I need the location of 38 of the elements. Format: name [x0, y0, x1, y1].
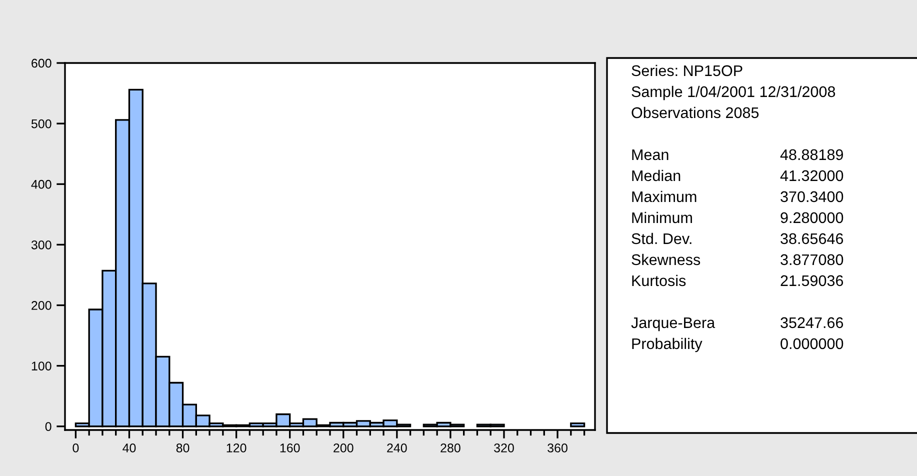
x-tick-label: 240: [387, 444, 407, 452]
text: Median: [632, 170, 680, 182]
text: 370.3400: [780, 191, 844, 202]
text: Observations 2085: [632, 106, 759, 118]
y-tick-label: 600: [32, 58, 52, 68]
text: Skewness: [632, 254, 700, 266]
text: 9.280000: [780, 212, 844, 224]
x-tick-label: 160: [280, 444, 300, 452]
x-tick-label: 0: [72, 444, 79, 452]
text: Maximum: [632, 190, 696, 202]
x-tick-label: 360: [548, 444, 568, 452]
text: Std. Dev.: [632, 232, 692, 244]
text: Series: NP15OP: [632, 64, 742, 76]
x-tick-label: 40: [122, 444, 136, 452]
y-tick-label: 500: [31, 119, 52, 128]
x-tick-label: 120: [226, 444, 246, 452]
text: Mean: [632, 149, 668, 160]
text: 0.000000: [780, 338, 844, 350]
x-tick-label: 200: [334, 444, 354, 452]
text: Minimum: [632, 212, 692, 224]
text: 48.88189: [780, 149, 843, 160]
y-tick-label: 300: [31, 240, 52, 250]
x-tick-label: 280: [440, 444, 460, 452]
text: 35247.66: [780, 317, 844, 328]
y-tick-label: 200: [32, 301, 52, 310]
text: Probability: [632, 338, 702, 352]
y-tick-label: 400: [31, 180, 52, 189]
y-tick-label: 0: [45, 422, 52, 432]
text: 38.65646: [780, 233, 844, 244]
text: Jarque-Bera: [631, 317, 716, 332]
text: 41.32000: [780, 170, 844, 182]
text: 21.59036: [780, 275, 844, 286]
text: Kurtosis: [632, 274, 686, 286]
text: Sample 1/04/2001 12/31/2008: [632, 86, 836, 100]
x-tick-label: 320: [494, 444, 514, 452]
text: 3.877080: [780, 254, 844, 266]
y-tick-label: 100: [32, 362, 52, 370]
x-tick-label: 80: [176, 444, 190, 452]
